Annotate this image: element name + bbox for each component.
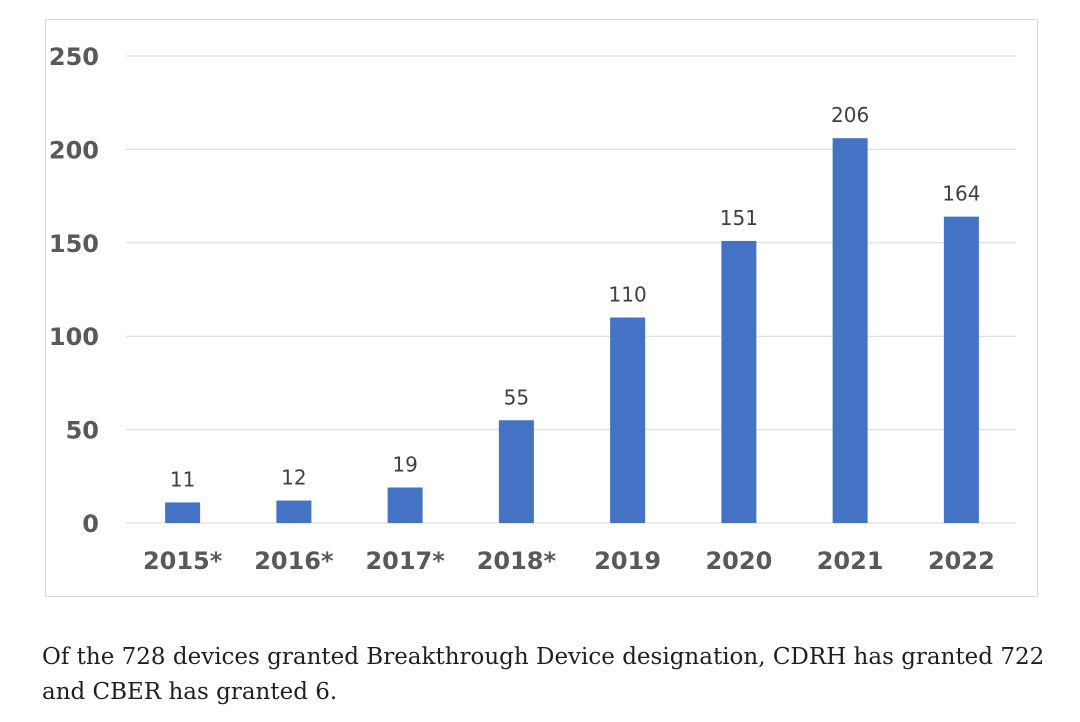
bar (943, 216, 979, 523)
bar (498, 420, 534, 523)
data-label: 11 (170, 467, 195, 491)
x-tick-label: 2015* (143, 547, 223, 575)
bar (387, 487, 423, 523)
bar (610, 317, 646, 523)
x-tick-label: 2017* (365, 547, 445, 575)
chart-caption: Of the 728 devices granted Breakthrough … (42, 644, 1045, 705)
data-label: 55 (504, 385, 529, 409)
x-tick-label: 2021 (817, 547, 884, 575)
x-tick-label: 2019 (594, 547, 661, 575)
data-label: 206 (831, 103, 869, 127)
bar (832, 138, 868, 523)
bar (721, 240, 757, 523)
x-tick-label: 2016* (254, 547, 334, 575)
data-label: 19 (392, 453, 417, 477)
data-label: 151 (720, 206, 758, 230)
data-label: 110 (609, 283, 647, 307)
data-label: 12 (281, 466, 306, 490)
y-tick-label: 0 (82, 510, 99, 538)
data-label: 164 (942, 182, 980, 206)
bar (165, 502, 201, 523)
y-tick-label: 100 (49, 323, 99, 351)
y-tick-label: 200 (49, 136, 99, 164)
y-tick-label: 50 (66, 417, 99, 445)
bar (276, 500, 312, 523)
x-tick-label: 2020 (705, 547, 772, 575)
y-tick-label: 250 (49, 43, 99, 71)
x-tick-label: 2018* (477, 547, 557, 575)
x-tick-label: 2022 (928, 547, 995, 575)
chart-frame: 0 50 100 150 200 250 11 2015* 12 2016* 19 2017* 55 20… (45, 19, 1038, 597)
y-tick-label: 150 (49, 230, 99, 258)
bar-chart: 0 50 100 150 200 250 11 2015* 12 2016* 19 2017* 55 20… (49, 43, 1016, 575)
